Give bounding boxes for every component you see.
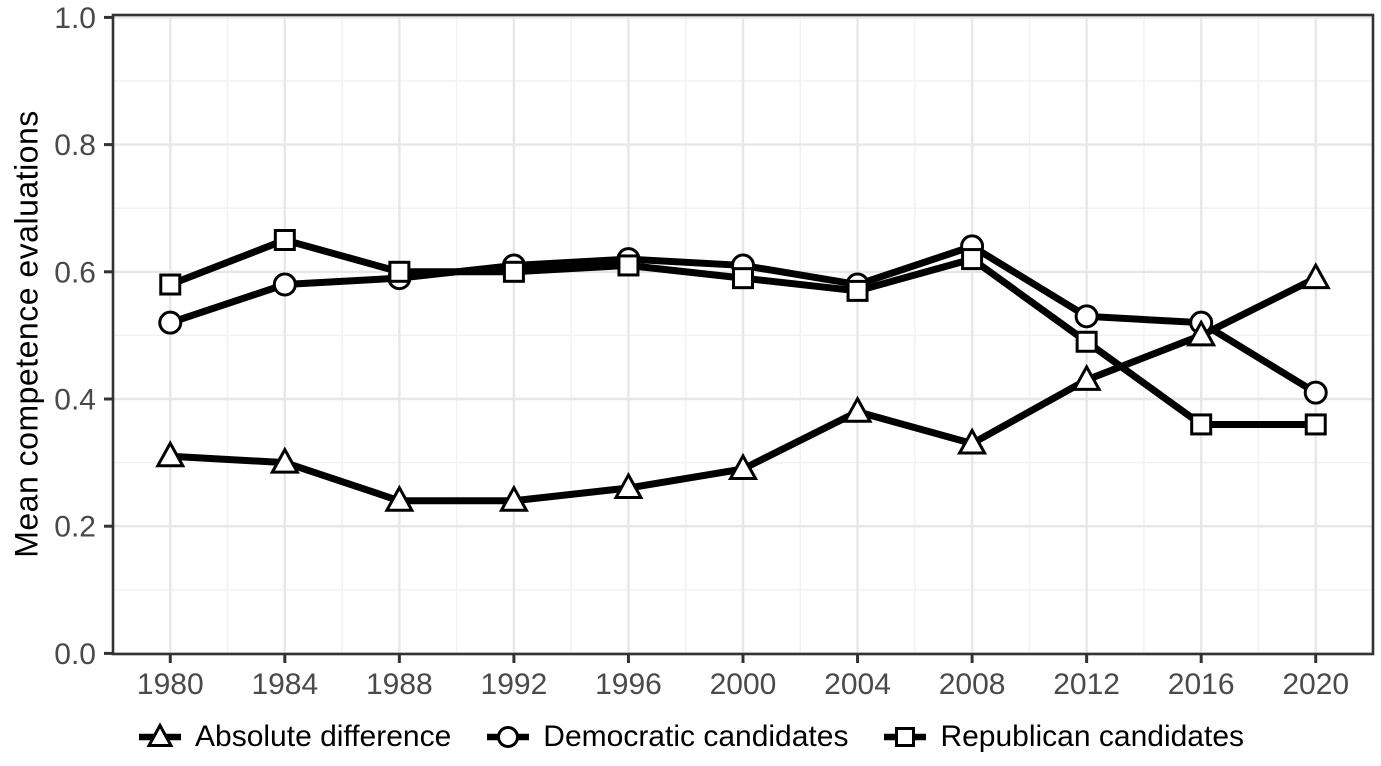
legend-item-republican-candidates: Republican candidates	[882, 720, 1244, 754]
circle-marker	[1074, 304, 1099, 329]
x-tick-label: 1980	[137, 668, 204, 701]
circle-marker	[1303, 380, 1328, 405]
legend-key-line	[146, 722, 174, 747]
y-tick-label: 0.2	[54, 511, 96, 544]
triangle-marker	[727, 452, 759, 480]
y-tick-label: 0.8	[54, 129, 96, 162]
legend-key-line	[497, 726, 520, 748]
x-tick-label: 2012	[1053, 668, 1120, 701]
square-marker	[732, 267, 754, 290]
triangle-marker	[155, 440, 186, 468]
square-marker	[388, 260, 411, 283]
triangle-marker	[269, 446, 300, 474]
triangle-marker	[384, 484, 415, 512]
legend-label-absolute-difference: Absolute difference	[195, 720, 452, 753]
y-axis-title: Mean competence evaluations	[8, 110, 45, 558]
x-tick-label: 2008	[939, 668, 1006, 701]
triangle-marker	[498, 484, 529, 512]
circle-marker	[272, 272, 297, 297]
legend-label-republican-candidates: Republican candidates	[940, 720, 1244, 753]
circle-marker	[158, 310, 183, 335]
x-tick-label: 1984	[251, 668, 318, 701]
panel-border	[111, 13, 1375, 656]
square-marker	[1190, 413, 1213, 436]
legend: Absolute difference Democratic candidate…	[0, 711, 1381, 763]
square-marker	[1304, 413, 1327, 436]
x-tick-label: 2000	[710, 668, 777, 701]
y-tick-label: 1.0	[54, 2, 96, 35]
square-marker	[502, 260, 525, 283]
x-tick-label: 2016	[1168, 668, 1235, 701]
y-tick-label: 0.4	[54, 384, 96, 417]
y-tick-label: 0.6	[54, 256, 96, 289]
x-tick-label: 1996	[595, 668, 662, 701]
triangle-marker	[1300, 262, 1331, 290]
legend-label-democratic-candidates: Democratic candidates	[543, 720, 849, 753]
square-marker	[846, 279, 869, 302]
y-tick-label: 0.0	[54, 638, 96, 671]
x-tick-label: 2004	[824, 668, 891, 701]
triangle-marker	[957, 427, 988, 455]
triangle-marker	[1186, 319, 1217, 347]
triangle-marker	[1071, 363, 1102, 391]
triangle-marker	[613, 471, 644, 500]
triangle-marker-icon	[139, 722, 181, 747]
x-tick-label: 1992	[481, 668, 548, 701]
square-marker	[1075, 330, 1098, 353]
square-marker-icon	[884, 727, 927, 747]
legend-key-line	[895, 727, 916, 747]
legend-item-democratic-candidates: Democratic candidates	[485, 720, 848, 754]
triangle-marker	[842, 395, 873, 423]
square-marker	[273, 229, 296, 251]
circle-marker-icon	[487, 726, 530, 748]
x-tick-label: 1988	[366, 668, 433, 701]
square-marker	[159, 273, 182, 296]
x-tick-label: 2020	[1282, 668, 1349, 701]
legend-item-absolute-difference: Absolute difference	[137, 720, 451, 754]
square-marker	[961, 248, 984, 271]
square-marker	[617, 254, 640, 277]
